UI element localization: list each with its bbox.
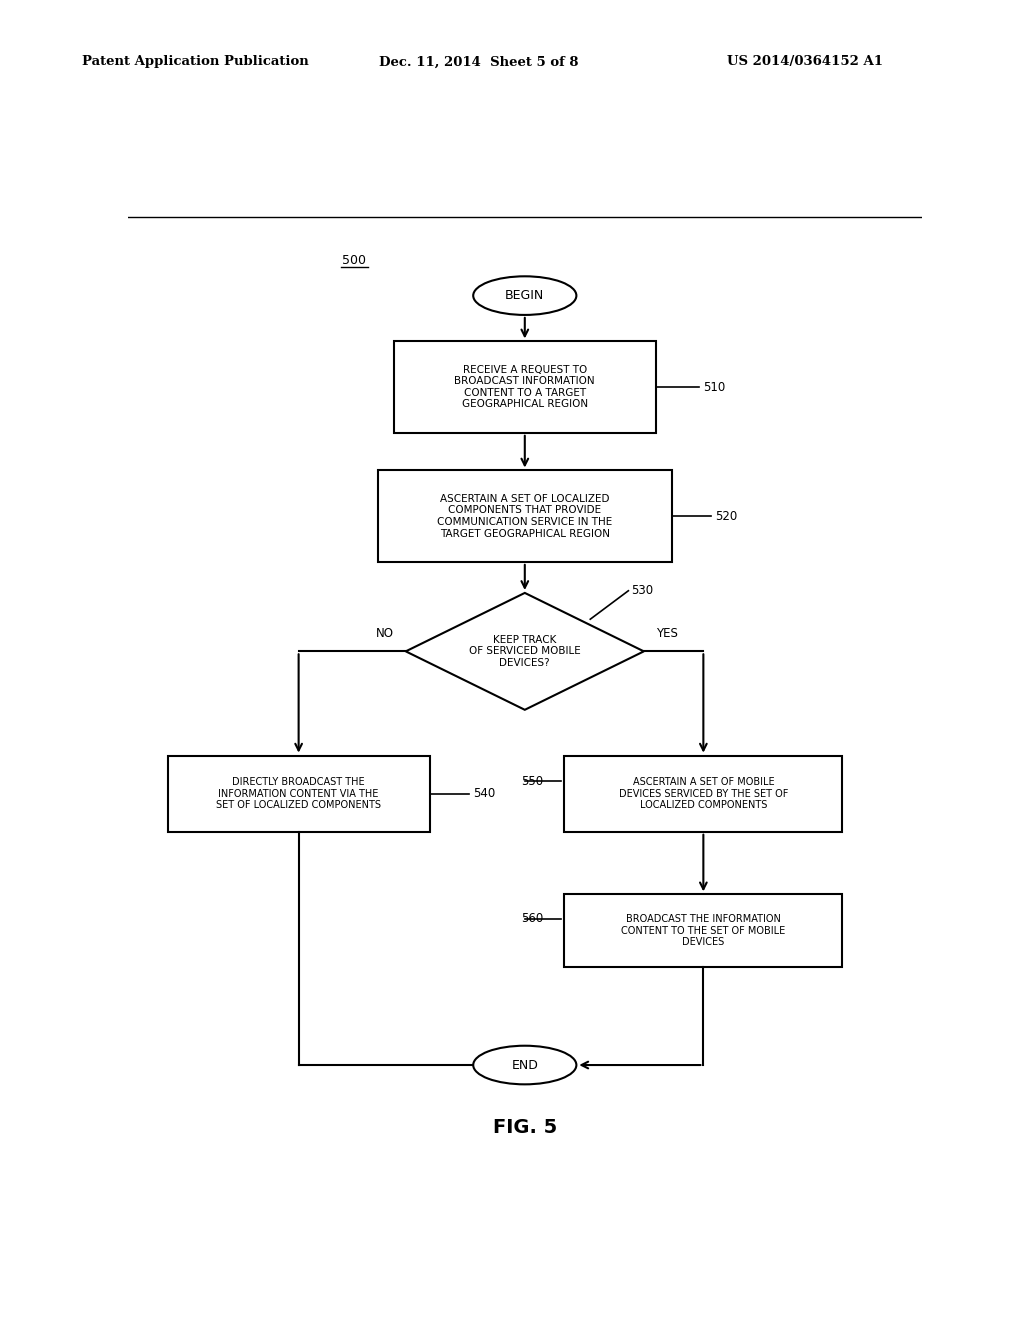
Text: RECEIVE A REQUEST TO
BROADCAST INFORMATION
CONTENT TO A TARGET
GEOGRAPHICAL REGI: RECEIVE A REQUEST TO BROADCAST INFORMATI… (455, 364, 595, 409)
Text: YES: YES (655, 627, 678, 640)
Text: KEEP TRACK
OF SERVICED MOBILE
DEVICES?: KEEP TRACK OF SERVICED MOBILE DEVICES? (469, 635, 581, 668)
Text: ASCERTAIN A SET OF MOBILE
DEVICES SERVICED BY THE SET OF
LOCALIZED COMPONENTS: ASCERTAIN A SET OF MOBILE DEVICES SERVIC… (618, 777, 788, 810)
Text: FIG. 5: FIG. 5 (493, 1118, 557, 1137)
Text: US 2014/0364152 A1: US 2014/0364152 A1 (727, 55, 883, 69)
Text: 500: 500 (342, 253, 367, 267)
Text: 550: 550 (521, 775, 543, 788)
Text: DIRECTLY BROADCAST THE
INFORMATION CONTENT VIA THE
SET OF LOCALIZED COMPONENTS: DIRECTLY BROADCAST THE INFORMATION CONTE… (216, 777, 381, 810)
Text: 510: 510 (703, 380, 726, 393)
Text: 540: 540 (473, 787, 496, 800)
Text: BROADCAST THE INFORMATION
CONTENT TO THE SET OF MOBILE
DEVICES: BROADCAST THE INFORMATION CONTENT TO THE… (622, 915, 785, 948)
Text: 520: 520 (716, 510, 737, 523)
Text: END: END (511, 1059, 539, 1072)
Text: 530: 530 (632, 585, 653, 597)
Text: ASCERTAIN A SET OF LOCALIZED
COMPONENTS THAT PROVIDE
COMMUNICATION SERVICE IN TH: ASCERTAIN A SET OF LOCALIZED COMPONENTS … (437, 494, 612, 539)
Text: BEGIN: BEGIN (505, 289, 545, 302)
Text: Dec. 11, 2014  Sheet 5 of 8: Dec. 11, 2014 Sheet 5 of 8 (379, 55, 579, 69)
Text: Patent Application Publication: Patent Application Publication (82, 55, 308, 69)
Text: NO: NO (376, 627, 394, 640)
Text: 560: 560 (521, 912, 543, 925)
